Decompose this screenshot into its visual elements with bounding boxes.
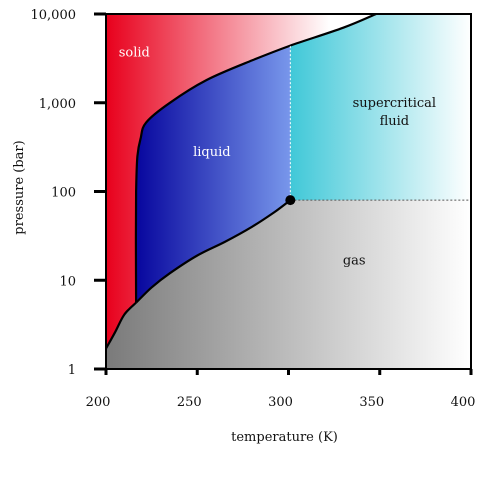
solid-label: solid — [119, 46, 150, 61]
phase-boundaries — [106, 14, 471, 350]
x-tick-label: 250 — [177, 395, 202, 410]
y-axis-title: pressure (bar) — [12, 140, 27, 234]
supercritical-label-line: fluid — [380, 114, 410, 129]
x-tick-label: 300 — [268, 395, 293, 410]
supercritical-label: supercritical fluid — [353, 96, 437, 129]
y-tick-label: 100 — [51, 186, 76, 201]
sublimation-curve — [106, 301, 137, 350]
axes: 200 250 300 350 400 1 10 100 1,000 10,000 — [31, 8, 476, 410]
y-axis-ticks: 1 10 100 1,000 10,000 — [31, 8, 106, 378]
y-tick-label: 10 — [59, 274, 76, 289]
phase-regions — [106, 14, 471, 369]
x-tick-label: 400 — [451, 395, 476, 410]
x-axis-ticks: 200 250 300 350 400 — [86, 369, 476, 410]
gas-label: gas — [343, 254, 366, 269]
liquid-region — [135, 45, 291, 303]
melting-curve — [134, 14, 377, 303]
supercritical-label-line: supercritical — [353, 96, 437, 111]
critical-point-marker — [285, 195, 296, 206]
y-tick-label: 1,000 — [39, 97, 76, 112]
solid-region — [106, 14, 377, 369]
y-tick-label: 1 — [68, 363, 76, 378]
x-tick-label: 350 — [359, 395, 384, 410]
x-axis-title: temperature (K) — [231, 430, 338, 445]
vaporization-curve — [135, 199, 291, 304]
x-tick-label: 200 — [86, 395, 111, 410]
region-labels: solid liquid supercritical fluid gas — [119, 46, 436, 269]
liquid-label: liquid — [193, 145, 231, 160]
y-tick-label: 10,000 — [31, 8, 77, 23]
supercritical-fluid-region — [290, 14, 471, 201]
